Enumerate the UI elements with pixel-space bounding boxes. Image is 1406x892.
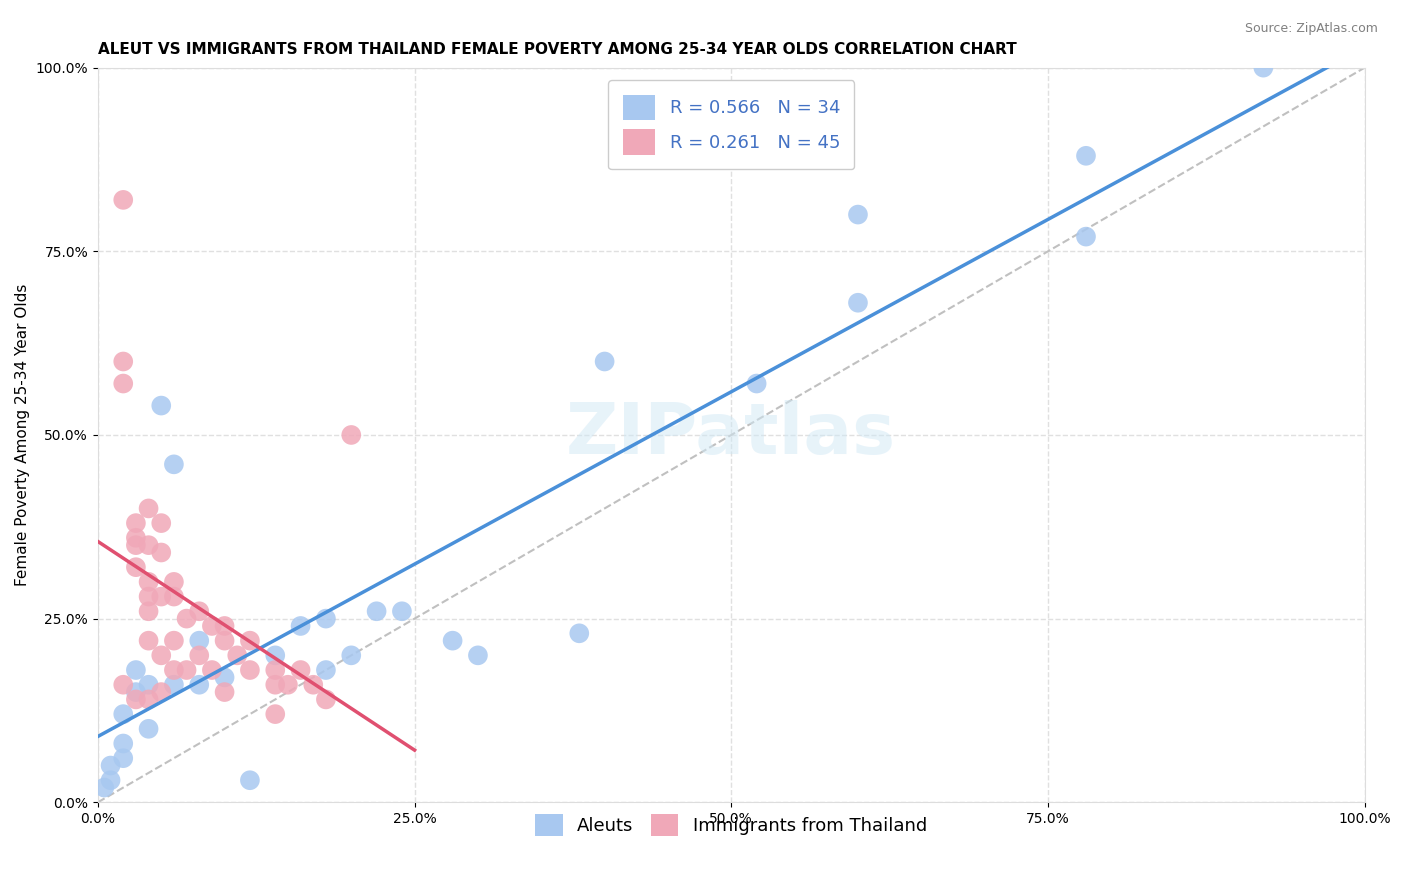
Point (150, 590, 173, 604)
Point (112, 678, 135, 692)
Point (188, 648, 211, 663)
Text: ZIPatlas: ZIPatlas (567, 401, 897, 469)
Point (226, 648, 249, 663)
Point (100, 773, 122, 788)
Point (340, 428, 363, 442)
Point (150, 685, 173, 699)
Point (150, 516, 173, 530)
Point (214, 685, 236, 699)
Point (239, 773, 262, 788)
Point (568, 626, 591, 640)
Point (201, 619, 224, 633)
Point (163, 590, 186, 604)
Point (138, 722, 160, 736)
Point (366, 604, 388, 618)
Point (125, 516, 148, 530)
Point (163, 574, 186, 589)
Point (1253, 61, 1275, 75)
Point (264, 648, 287, 663)
Point (176, 612, 198, 626)
Point (264, 678, 287, 692)
Point (277, 678, 299, 692)
Point (239, 663, 262, 677)
Point (593, 354, 616, 368)
Point (290, 619, 312, 633)
Point (125, 685, 148, 699)
Point (112, 354, 135, 368)
Point (163, 678, 186, 692)
Point (201, 663, 224, 677)
Legend: Aleuts, Immigrants from Thailand: Aleuts, Immigrants from Thailand (526, 805, 936, 845)
Point (163, 458, 186, 472)
Point (315, 663, 337, 677)
Point (125, 538, 148, 552)
Point (112, 376, 135, 391)
Point (302, 678, 325, 692)
Point (1074, 229, 1097, 244)
Point (112, 737, 135, 751)
Point (315, 692, 337, 706)
Point (264, 707, 287, 722)
Point (214, 619, 236, 633)
Point (125, 560, 148, 574)
Point (125, 531, 148, 545)
Point (214, 670, 236, 684)
Point (315, 612, 337, 626)
Point (138, 692, 160, 706)
Text: ALEUT VS IMMIGRANTS FROM THAILAND FEMALE POVERTY AMONG 25-34 YEAR OLDS CORRELATI: ALEUT VS IMMIGRANTS FROM THAILAND FEMALE… (98, 42, 1017, 57)
Point (112, 193, 135, 207)
Point (138, 678, 160, 692)
Point (214, 633, 236, 648)
Point (846, 295, 869, 310)
Point (188, 678, 211, 692)
Point (112, 751, 135, 765)
Point (112, 707, 135, 722)
Point (391, 604, 413, 618)
Point (467, 648, 489, 663)
Point (264, 663, 287, 677)
Point (441, 633, 464, 648)
Point (138, 590, 160, 604)
Point (745, 376, 768, 391)
Point (188, 633, 211, 648)
Point (150, 545, 173, 559)
Point (846, 208, 869, 222)
Point (138, 538, 160, 552)
Point (100, 758, 122, 772)
Point (239, 633, 262, 648)
Point (93, 780, 115, 795)
Point (176, 663, 198, 677)
Point (163, 633, 186, 648)
Point (138, 574, 160, 589)
Point (150, 648, 173, 663)
Point (188, 604, 211, 618)
Point (150, 399, 173, 413)
Text: Source: ZipAtlas.com: Source: ZipAtlas.com (1244, 22, 1378, 36)
Point (138, 501, 160, 516)
Point (290, 663, 312, 677)
Point (1074, 149, 1097, 163)
Point (138, 633, 160, 648)
Y-axis label: Female Poverty Among 25-34 Year Olds: Female Poverty Among 25-34 Year Olds (15, 284, 30, 586)
Point (138, 604, 160, 618)
Point (163, 663, 186, 677)
Point (125, 692, 148, 706)
Point (340, 648, 363, 663)
Point (125, 663, 148, 677)
